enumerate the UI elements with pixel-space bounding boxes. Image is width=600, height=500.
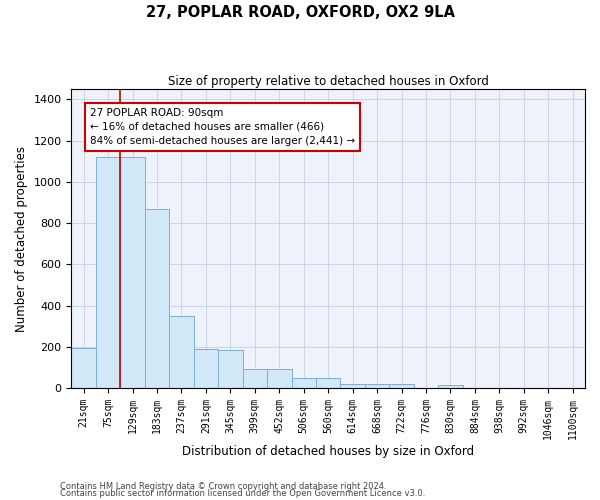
Bar bbox=[316, 378, 340, 388]
Text: Contains HM Land Registry data © Crown copyright and database right 2024.: Contains HM Land Registry data © Crown c… bbox=[60, 482, 386, 491]
Bar bbox=[169, 316, 194, 388]
Bar bbox=[145, 208, 169, 388]
Bar bbox=[292, 378, 316, 388]
Text: 27 POPLAR ROAD: 90sqm
← 16% of detached houses are smaller (466)
84% of semi-det: 27 POPLAR ROAD: 90sqm ← 16% of detached … bbox=[90, 108, 355, 146]
Bar bbox=[71, 348, 96, 388]
Bar bbox=[96, 157, 121, 388]
Bar bbox=[194, 349, 218, 388]
Bar bbox=[267, 368, 292, 388]
X-axis label: Distribution of detached houses by size in Oxford: Distribution of detached houses by size … bbox=[182, 444, 474, 458]
Bar bbox=[242, 368, 267, 388]
Y-axis label: Number of detached properties: Number of detached properties bbox=[15, 146, 28, 332]
Text: 27, POPLAR ROAD, OXFORD, OX2 9LA: 27, POPLAR ROAD, OXFORD, OX2 9LA bbox=[146, 5, 455, 20]
Bar bbox=[121, 157, 145, 388]
Bar bbox=[340, 384, 365, 388]
Title: Size of property relative to detached houses in Oxford: Size of property relative to detached ho… bbox=[168, 75, 488, 88]
Bar bbox=[365, 384, 389, 388]
Text: Contains public sector information licensed under the Open Government Licence v3: Contains public sector information licen… bbox=[60, 489, 425, 498]
Bar bbox=[218, 350, 242, 388]
Bar bbox=[438, 385, 463, 388]
Bar bbox=[389, 384, 414, 388]
